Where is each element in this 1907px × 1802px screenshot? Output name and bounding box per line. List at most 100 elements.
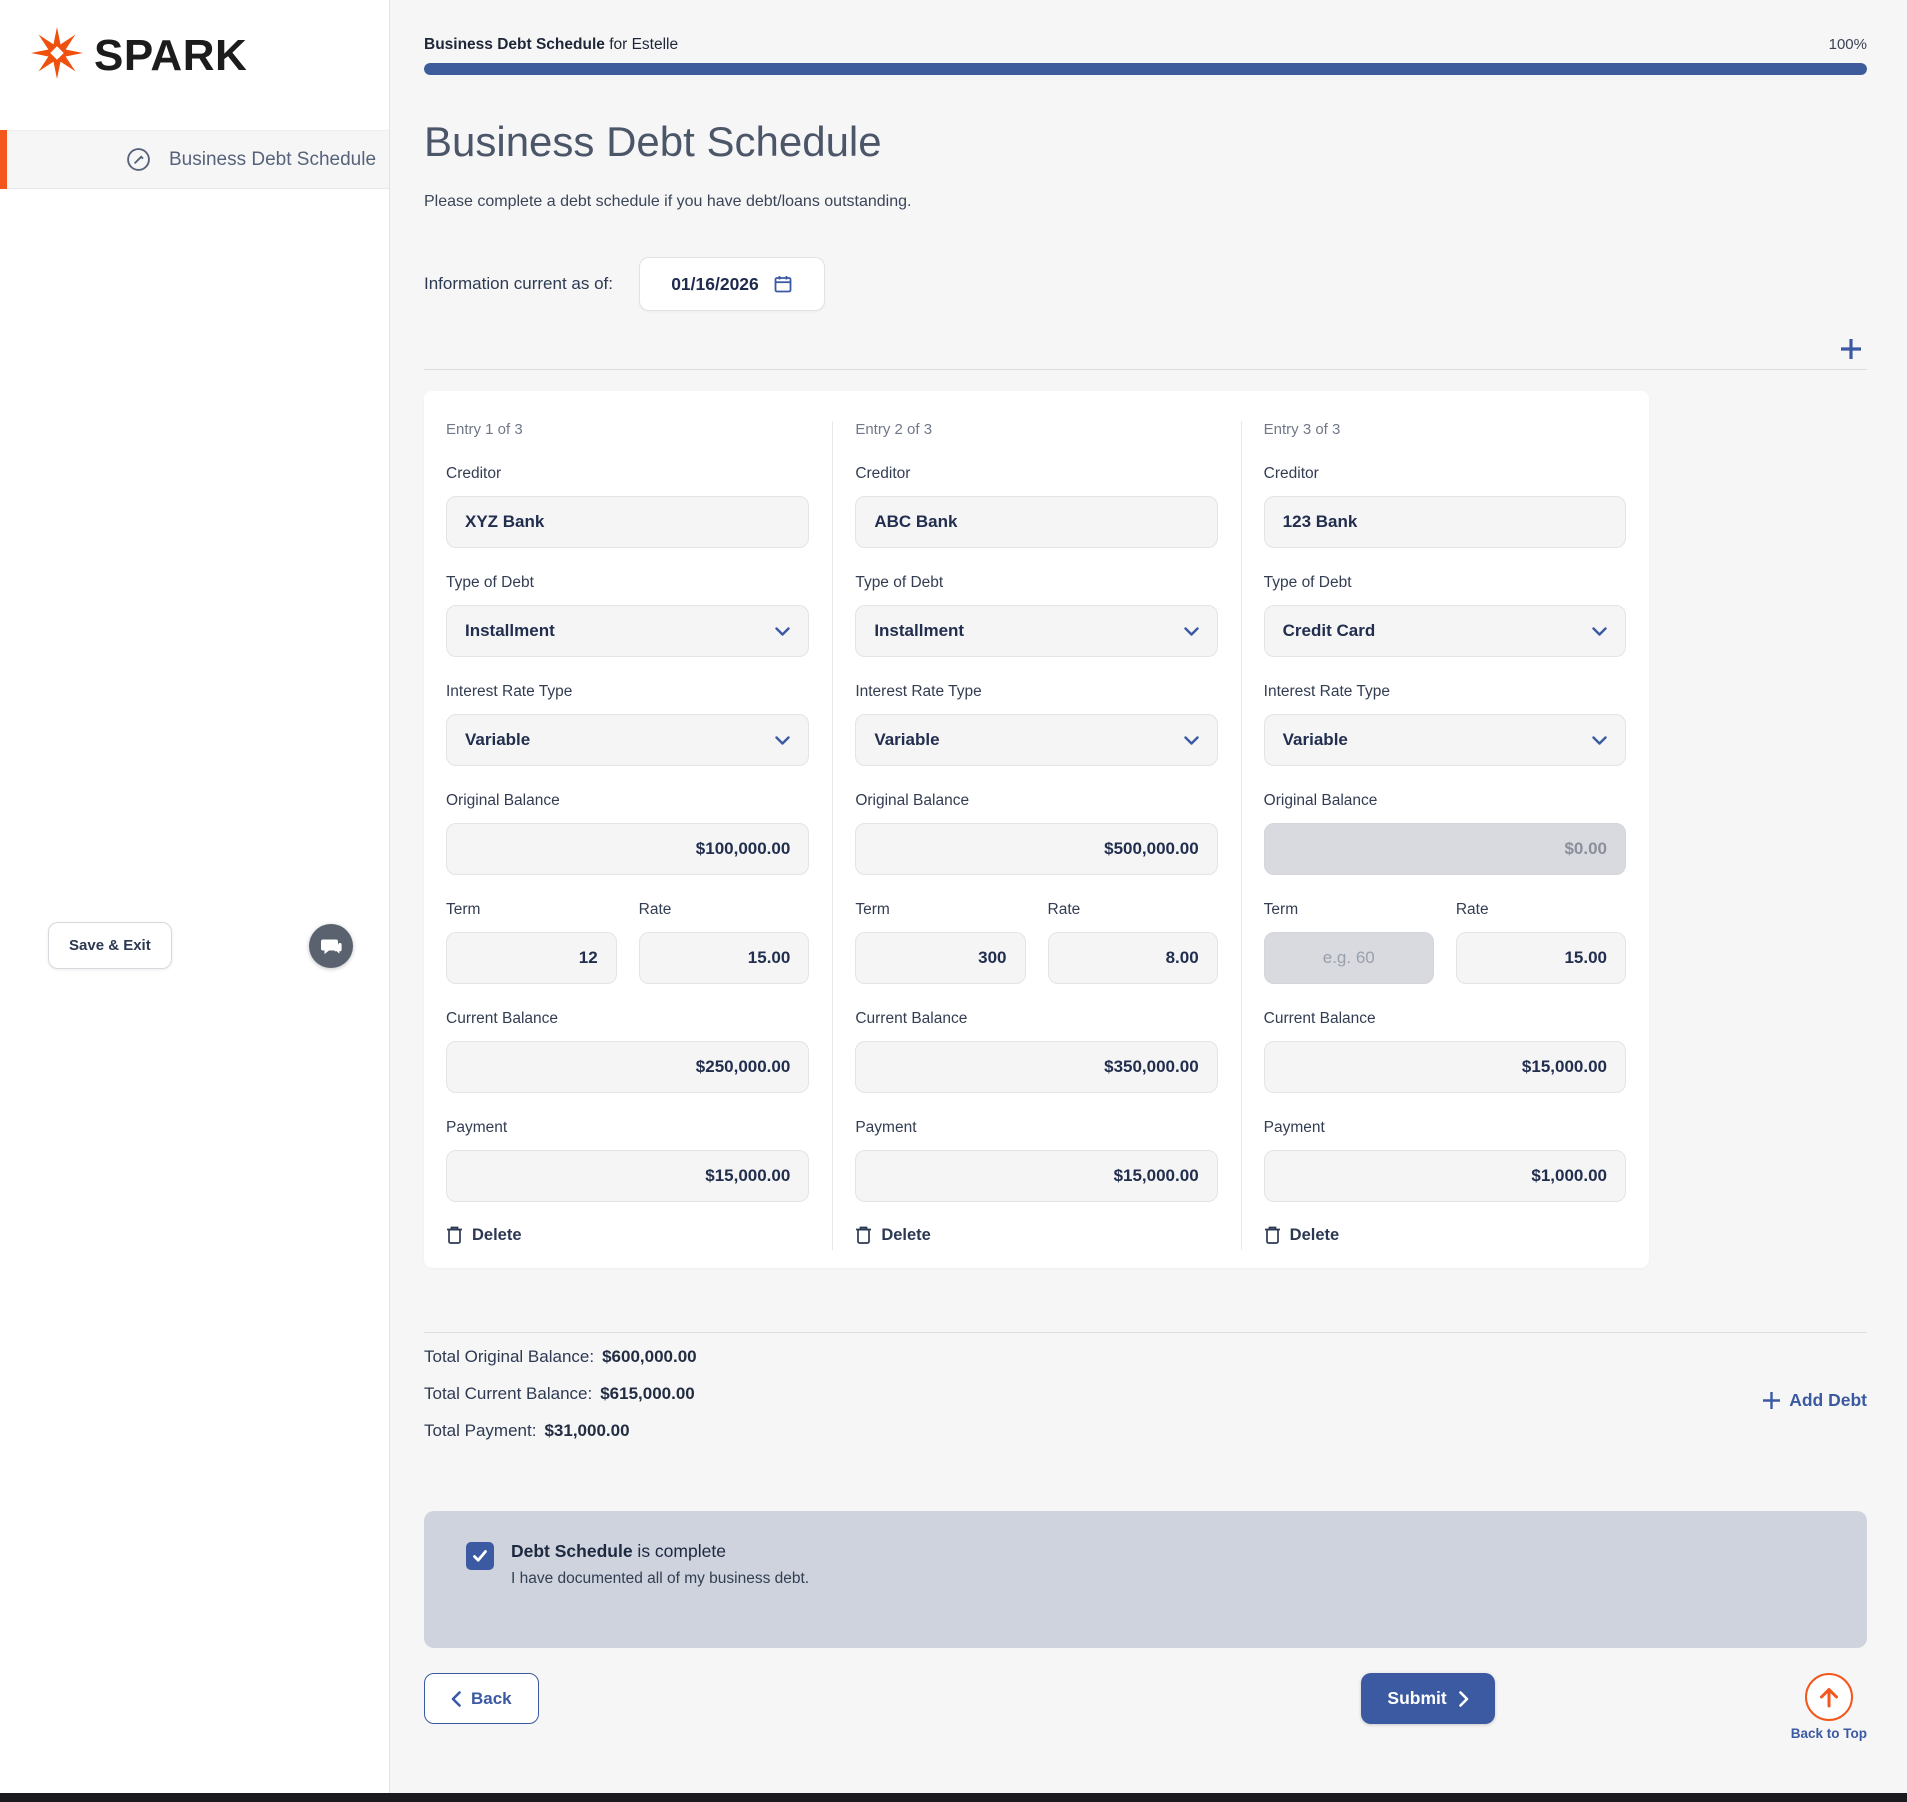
sidebar-item-business-debt-schedule[interactable]: Business Debt Schedule	[0, 130, 389, 189]
current-balance-input[interactable]: $350,000.00	[855, 1041, 1218, 1093]
type-of-debt-label: Type of Debt	[446, 574, 534, 591]
add-entry-plus-button[interactable]	[1839, 337, 1863, 361]
creditor-input[interactable]: 123 Bank	[1263, 496, 1626, 548]
info-date-label: Information current as of:	[424, 274, 613, 293]
debt-schedule-complete-checkbox[interactable]	[466, 1542, 494, 1570]
rate-input[interactable]: 15.00	[1455, 932, 1626, 984]
chevron-down-icon	[1592, 735, 1607, 745]
check-icon	[471, 1547, 489, 1565]
creditor-label: Creditor	[855, 465, 911, 482]
term-input[interactable]: 300	[855, 932, 1026, 984]
rate-label: Rate	[1047, 901, 1081, 918]
payment-label: Payment	[1263, 1119, 1325, 1136]
term-input[interactable]: 12	[446, 932, 617, 984]
entry-counter: Entry 2 of 3	[855, 421, 933, 438]
creditor-input[interactable]: ABC Bank	[855, 496, 1218, 548]
brand-name: SPARK	[94, 30, 248, 80]
type-of-debt-select[interactable]: Installment	[446, 605, 810, 657]
info-date-input[interactable]: 01/16/2026	[638, 257, 825, 311]
arrow-up-icon	[1804, 1673, 1853, 1721]
entry-counter: Entry 3 of 3	[1263, 421, 1341, 438]
current-balance-label: Current Balance	[1263, 1010, 1376, 1027]
original-balance-label: Original Balance	[446, 792, 560, 809]
trash-icon	[446, 1226, 463, 1245]
term-label: Term	[1263, 901, 1299, 918]
type-of-debt-label: Type of Debt	[1263, 574, 1352, 591]
payment-input[interactable]: $15,000.00	[855, 1150, 1218, 1202]
original-balance-input-disabled: $0.00	[1263, 823, 1626, 875]
chevron-down-icon	[775, 735, 791, 745]
sidebar-item-label: Business Debt Schedule	[169, 148, 377, 170]
payment-label: Payment	[446, 1119, 508, 1136]
chevron-right-icon	[1458, 1690, 1469, 1707]
plus-icon	[1839, 337, 1863, 361]
creditor-label: Creditor	[1263, 465, 1319, 482]
debt-entries-panel: Entry 1 of 3 Creditor XYZ Bank Type of D…	[424, 391, 1649, 1268]
rate-input[interactable]: 8.00	[1047, 932, 1218, 984]
payment-input[interactable]: $1,000.00	[1263, 1150, 1626, 1202]
page-description: Please complete a debt schedule if you h…	[424, 193, 912, 210]
submit-button[interactable]: Submit	[1361, 1673, 1495, 1724]
interest-rate-type-select[interactable]: Variable	[855, 714, 1218, 766]
completion-panel: Debt Schedule is complete I have documen…	[424, 1511, 1867, 1648]
save-exit-button[interactable]: Save & Exit	[48, 922, 172, 969]
chevron-left-icon	[451, 1690, 461, 1707]
edit-progress-icon	[126, 147, 151, 172]
rate-label: Rate	[1455, 901, 1489, 918]
interest-rate-type-label: Interest Rate Type	[855, 683, 982, 700]
original-balance-label: Original Balance	[855, 792, 970, 809]
section-divider-bottom	[424, 1332, 1867, 1333]
rate-input[interactable]: 15.00	[638, 932, 810, 984]
chat-button[interactable]	[309, 924, 353, 968]
progress-header: Business Debt Schedule for Estelle 100%	[424, 0, 1867, 75]
original-balance-input[interactable]: $500,000.00	[855, 823, 1218, 875]
type-of-debt-label: Type of Debt	[855, 574, 944, 591]
current-balance-input[interactable]: $250,000.00	[446, 1041, 810, 1093]
spark-logo-icon	[30, 26, 84, 85]
interest-rate-type-select[interactable]: Variable	[446, 714, 810, 766]
payment-input[interactable]: $15,000.00	[446, 1150, 810, 1202]
delete-entry-button[interactable]: Delete	[446, 1226, 522, 1245]
progress-bar-fill	[424, 63, 1867, 75]
current-balance-label: Current Balance	[855, 1010, 968, 1027]
term-label: Term	[855, 901, 890, 918]
chevron-down-icon	[1592, 626, 1607, 636]
completion-subtitle: I have documented all of my business deb…	[511, 1570, 810, 1587]
bottom-edge-bar	[0, 1793, 1907, 1802]
chevron-down-icon	[1183, 626, 1199, 636]
trash-icon	[1264, 1226, 1281, 1245]
plus-icon	[1762, 1391, 1781, 1410]
section-divider-top	[424, 369, 1867, 370]
creditor-input[interactable]: XYZ Bank	[446, 496, 810, 548]
page-title: Business Debt Schedule	[424, 118, 882, 165]
completion-title: Debt Schedule is complete	[511, 1541, 726, 1561]
totals-summary: Total Original Balance: $600,000.00 Total…	[424, 1347, 697, 1441]
delete-entry-button[interactable]: Delete	[855, 1226, 931, 1245]
delete-entry-button[interactable]: Delete	[1264, 1226, 1339, 1245]
trash-icon	[855, 1226, 872, 1245]
total-original-balance: Total Original Balance: $600,000.00	[424, 1347, 697, 1366]
spark-logo: SPARK	[30, 26, 389, 85]
main-content: Business Debt Schedule for Estelle 100% …	[390, 0, 1907, 1802]
original-balance-input[interactable]: $100,000.00	[446, 823, 810, 875]
sidebar: SPARK Business Debt Schedule Save & Exit	[0, 0, 390, 1802]
back-to-top-button[interactable]: Back to Top	[1791, 1673, 1867, 1741]
term-label: Term	[446, 901, 481, 918]
original-balance-label: Original Balance	[1263, 792, 1378, 809]
type-of-debt-select[interactable]: Installment	[855, 605, 1218, 657]
back-button[interactable]: Back	[424, 1673, 539, 1724]
chevron-down-icon	[775, 626, 791, 636]
interest-rate-type-label: Interest Rate Type	[1263, 683, 1391, 700]
calendar-icon	[773, 274, 793, 294]
interest-rate-type-select[interactable]: Variable	[1263, 714, 1626, 766]
interest-rate-type-label: Interest Rate Type	[446, 683, 573, 700]
current-balance-input[interactable]: $15,000.00	[1263, 1041, 1626, 1093]
add-debt-button[interactable]: Add Debt	[1762, 1359, 1867, 1441]
chevron-down-icon	[1183, 735, 1199, 745]
creditor-label: Creditor	[446, 465, 502, 482]
debt-entry-card-1: Entry 1 of 3 Creditor XYZ Bank Type of D…	[424, 421, 832, 1250]
entry-counter: Entry 1 of 3	[446, 421, 523, 438]
type-of-debt-select[interactable]: Credit Card	[1263, 605, 1626, 657]
total-payment: Total Payment: $31,000.00	[424, 1421, 630, 1440]
